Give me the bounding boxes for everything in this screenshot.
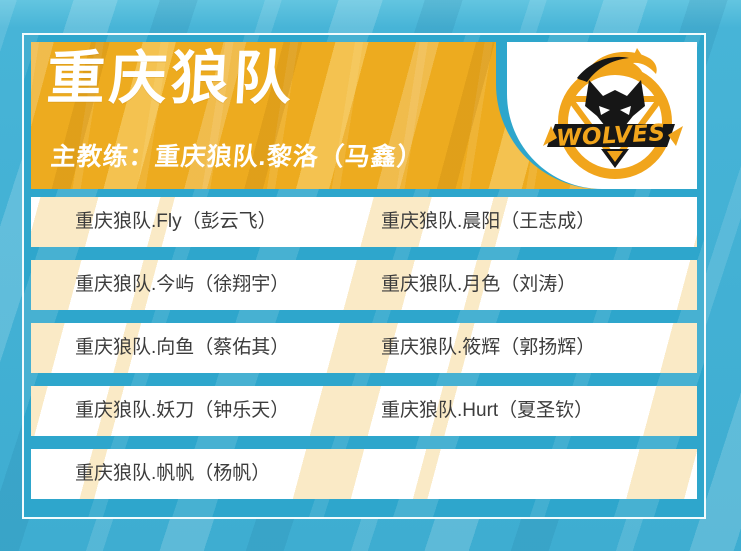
wolves-logo-icon: WOLVES	[543, 48, 683, 179]
roster-list: 重庆狼队.Fly（彭云飞） 重庆狼队.晨阳（王志成） 重庆狼队.今屿（徐翔宇） …	[31, 197, 697, 499]
player-name: 重庆狼队.晨阳（王志成）	[381, 211, 596, 232]
roster-row: 重庆狼队.帆帆（杨帆）	[31, 449, 697, 499]
team-name-title: 重庆狼队	[45, 46, 297, 111]
player-name	[364, 449, 697, 499]
team-card: 重庆狼队 主教练：重庆狼队.黎洛（马鑫） WOLVE	[22, 33, 706, 519]
player-name: 重庆狼队.筱辉（郭扬辉）	[381, 337, 596, 358]
player-name: 重庆狼队.Fly（彭云飞）	[75, 211, 277, 232]
roster-row: 重庆狼队.妖刀（钟乐天） 重庆狼队.Hurt（夏圣钦）	[31, 386, 697, 436]
roster-row: 重庆狼队.Fly（彭云飞） 重庆狼队.晨阳（王志成）	[31, 197, 697, 247]
team-logo-panel: WOLVES	[507, 42, 697, 189]
player-name: 重庆狼队.月色（刘涛）	[381, 274, 577, 295]
player-name: 重庆狼队.帆帆（杨帆）	[75, 463, 271, 484]
player-name: 重庆狼队.妖刀（钟乐天）	[75, 400, 290, 421]
player-name: 重庆狼队.向鱼（蔡佑其）	[75, 337, 290, 358]
team-header: 重庆狼队 主教练：重庆狼队.黎洛（马鑫） WOLVE	[31, 42, 697, 189]
roster-row: 重庆狼队.今屿（徐翔宇） 重庆狼队.月色（刘涛）	[31, 260, 697, 310]
player-name: 重庆狼队.Hurt（夏圣钦）	[381, 400, 594, 421]
roster-row: 重庆狼队.向鱼（蔡佑其） 重庆狼队.筱辉（郭扬辉）	[31, 323, 697, 373]
logo-wolves-text: WOLVES	[555, 120, 666, 152]
coach-line: 主教练：重庆狼队.黎洛（马鑫）	[49, 143, 425, 171]
player-name: 重庆狼队.今屿（徐翔宇）	[75, 274, 290, 295]
